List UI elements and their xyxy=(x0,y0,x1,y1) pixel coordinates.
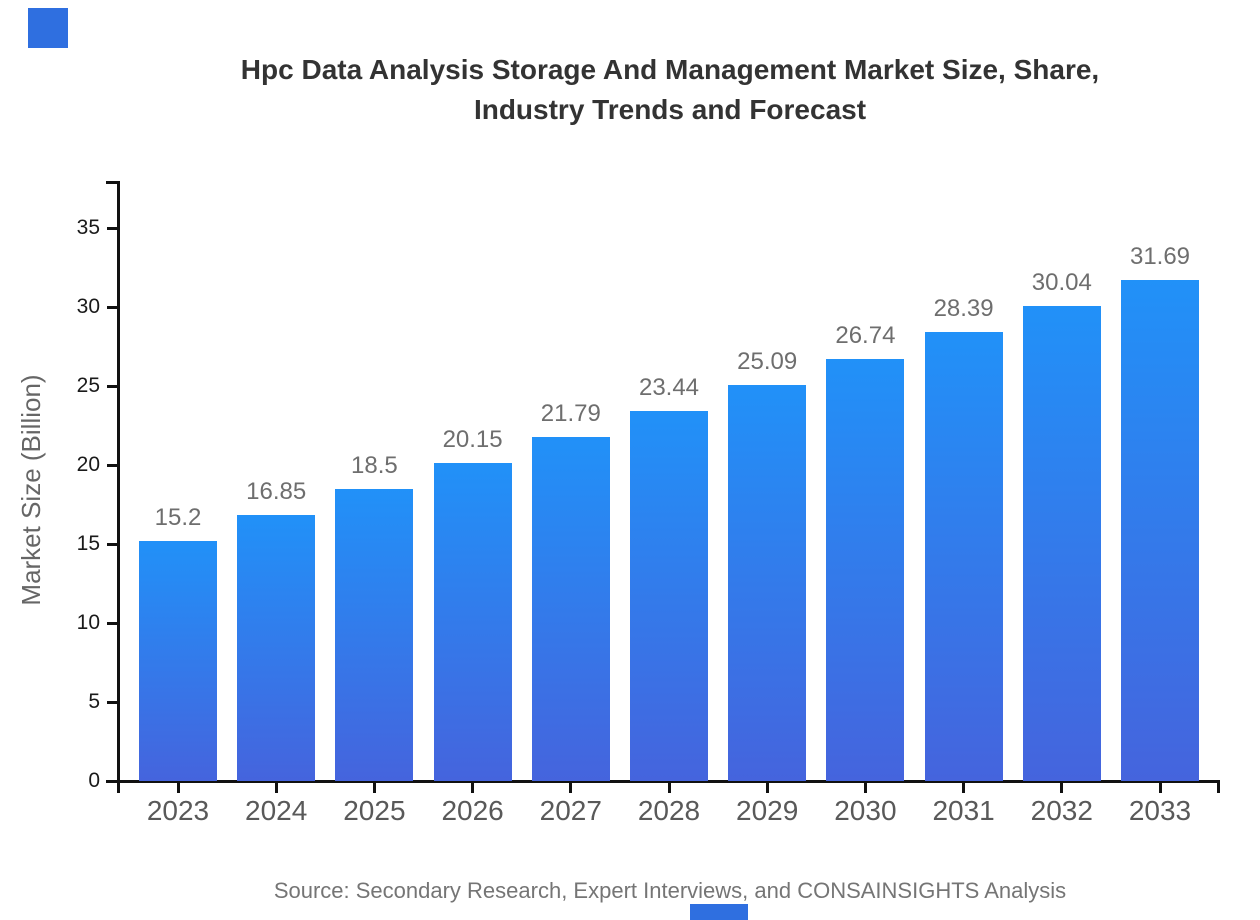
blue-footer-bar-decoration xyxy=(690,904,748,920)
bar xyxy=(1022,306,1101,781)
x-tick xyxy=(962,783,966,793)
x-tick xyxy=(372,783,376,793)
x-axis-year-label: 2031 xyxy=(932,795,995,826)
x-axis-year-label: 2030 xyxy=(834,795,897,826)
x-axis-line xyxy=(106,780,1220,783)
y-tick xyxy=(107,384,118,388)
bar-value-label: 16.85 xyxy=(246,477,307,505)
blue-square-decoration xyxy=(28,8,68,48)
y-tick-label: 25 xyxy=(76,374,100,397)
x-axis-year-label: 2025 xyxy=(343,795,406,826)
bar-value-label: 18.5 xyxy=(351,451,398,479)
bar-value-label: 20.15 xyxy=(442,425,503,453)
y-tick xyxy=(107,542,118,546)
bar-value-label: 31.69 xyxy=(1129,243,1191,271)
x-axis-year-label: 2023 xyxy=(146,795,210,826)
bar-value-label: 15.2 xyxy=(154,503,202,531)
x-axis-year-label: 2029 xyxy=(736,795,799,826)
y-tick-label: 30 xyxy=(76,295,100,318)
source-note: Source: Secondary Research, Expert Inter… xyxy=(273,878,1067,903)
y-axis-end-cap xyxy=(106,181,120,184)
x-axis-year-label: 2027 xyxy=(539,795,602,826)
y-tick xyxy=(107,621,118,625)
bar-value-label: 28.39 xyxy=(933,295,994,323)
x-tick xyxy=(863,783,867,793)
x-tick xyxy=(765,783,769,793)
x-tick xyxy=(1060,783,1064,793)
y-tick-label: 10 xyxy=(76,611,100,634)
chart-title: Hpc Data Analysis Storage And Management… xyxy=(80,50,1260,130)
x-tick xyxy=(176,783,180,793)
bar xyxy=(433,462,512,781)
y-tick xyxy=(107,305,118,309)
bar xyxy=(237,514,316,781)
y-tick-label: 35 xyxy=(76,216,100,239)
x-axis-year-label: 2024 xyxy=(245,795,308,826)
bar xyxy=(1121,280,1199,781)
chart-title-line-2: Industry Trends and Forecast xyxy=(473,94,867,125)
bar xyxy=(728,384,807,781)
y-tick-label: 5 xyxy=(88,690,100,713)
bar-value-label: 25.09 xyxy=(737,347,798,375)
bar xyxy=(531,436,610,781)
bar-value-label: 23.44 xyxy=(638,373,700,401)
y-tick xyxy=(107,463,118,467)
x-tick xyxy=(667,783,671,793)
x-axis-end-cap xyxy=(1217,780,1220,793)
x-axis-year-label: 2026 xyxy=(441,795,504,826)
y-tick-label: 0 xyxy=(88,769,100,792)
x-tick xyxy=(471,783,475,793)
x-axis-year-label: 2033 xyxy=(1128,795,1192,826)
bar-value-label: 30.04 xyxy=(1031,269,1092,297)
chart-title-line-1: Hpc Data Analysis Storage And Management… xyxy=(240,54,1100,85)
bar xyxy=(924,332,1003,781)
y-tick-label: 15 xyxy=(76,532,100,555)
bar xyxy=(335,488,414,781)
y-tick xyxy=(107,700,118,704)
x-tick xyxy=(569,783,573,793)
x-tick xyxy=(274,783,278,793)
x-axis-year-label: 2028 xyxy=(637,795,701,826)
bar-value-label: 26.74 xyxy=(835,321,896,349)
y-axis-line xyxy=(117,181,120,793)
x-axis-year-label: 2032 xyxy=(1030,795,1093,826)
y-tick-label: 20 xyxy=(76,453,100,476)
bar xyxy=(826,358,905,781)
y-tick xyxy=(107,226,118,230)
bar xyxy=(630,410,708,781)
bar-value-label: 21.79 xyxy=(540,399,601,427)
x-tick xyxy=(1158,783,1162,793)
bar xyxy=(139,540,217,781)
